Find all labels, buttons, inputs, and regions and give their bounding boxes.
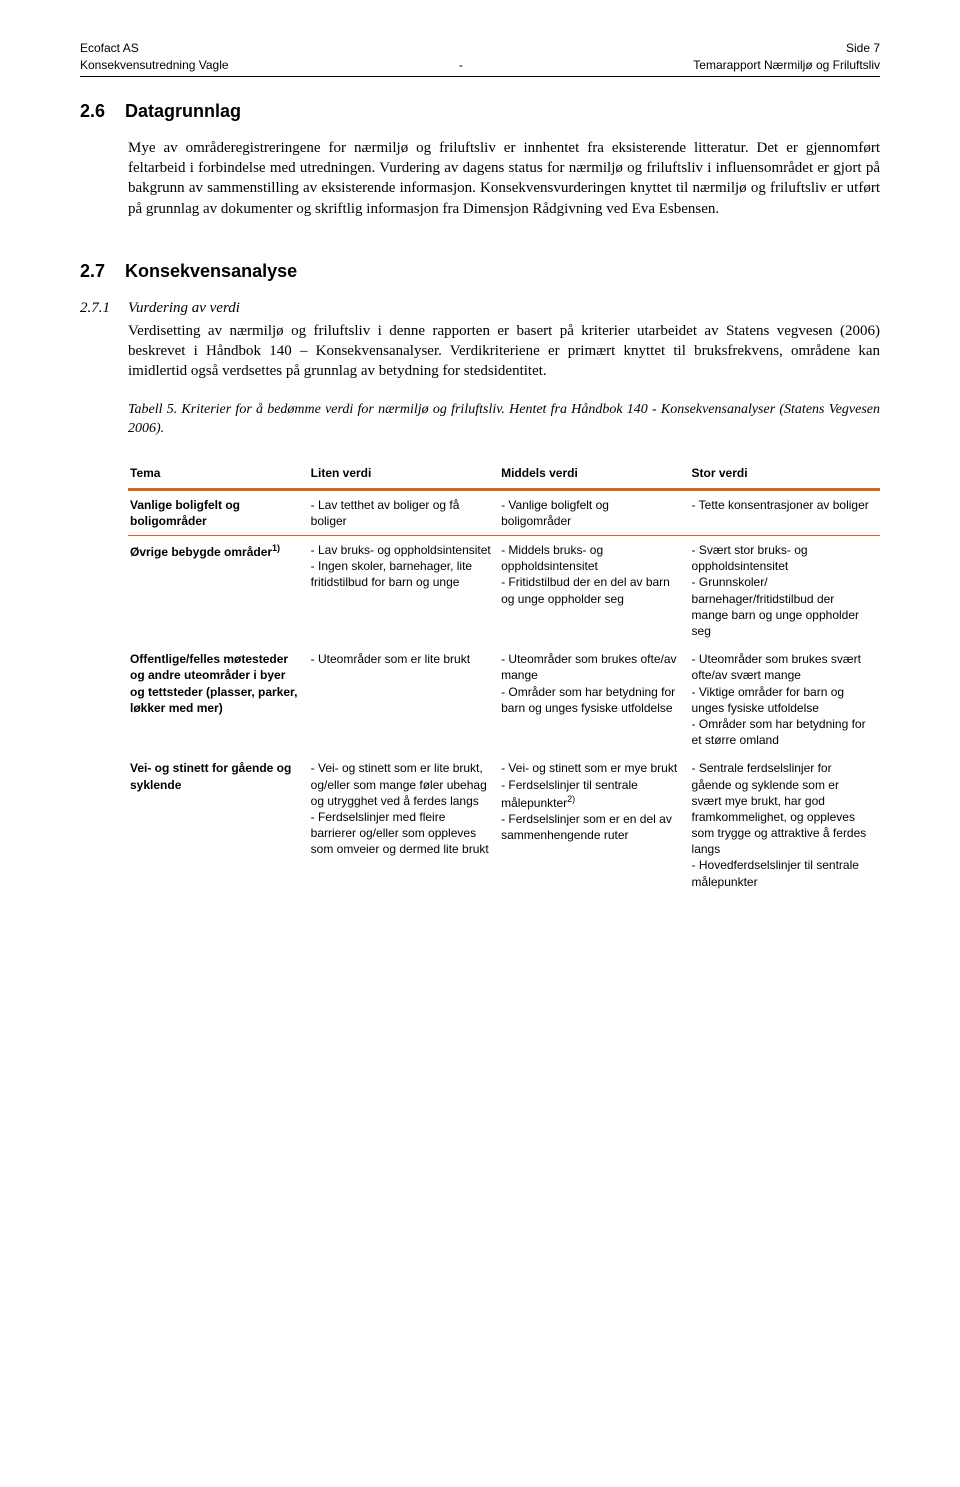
heading-title-2-6: Datagrunnlag <box>125 101 241 121</box>
cell-stor: - Tette konsentrasjoner av boliger <box>690 489 880 535</box>
cell-stor: - Sentrale ferdselslinjer for gående og … <box>690 754 880 896</box>
cell-middels: - Vanlige boligfelt og boligområder <box>499 489 689 535</box>
cell-tema: Offentlige/felles møtesteder og andre ut… <box>128 645 309 754</box>
heading-2-6: 2.6 Datagrunnlag <box>80 99 880 124</box>
header-right-2: Temarapport Nærmiljø og Friluftsliv <box>693 57 880 74</box>
cell-middels: - Vei- og stinett som er mye brukt- Ferd… <box>499 754 689 896</box>
cell-liten: - Uteområder som er lite brukt <box>309 645 499 754</box>
table-caption: Tabell 5. Kriterier for å bedømme verdi … <box>128 400 880 439</box>
cell-tema: Vei- og stinett for gående og syklende <box>128 754 309 896</box>
th-stor: Stor verdi <box>690 459 880 489</box>
page-header: Ecofact AS Side 7 <box>80 40 880 57</box>
sub-title: Vurdering av verdi <box>128 298 880 319</box>
table-row: Vanlige boligfelt og boligområder - Lav … <box>128 489 880 535</box>
subsection-2-7-1: 2.7.1 Vurdering av verdi Verdisetting av… <box>80 298 880 382</box>
cell-tema: Øvrige bebygde områder1) <box>128 536 309 646</box>
sub-num: 2.7.1 <box>80 298 128 382</box>
header-divider <box>80 76 880 77</box>
table-row: Vei- og stinett for gående og syklende -… <box>128 754 880 896</box>
cell-liten: - Lav bruks- og oppholdsintensitet- Inge… <box>309 536 499 646</box>
cell-stor: - Uteområder som brukes svært ofte/av sv… <box>690 645 880 754</box>
cell-tema: Vanlige boligfelt og boligområder <box>128 489 309 535</box>
th-middels: Middels verdi <box>499 459 689 489</box>
cell-stor: - Svært stor bruks- og oppholdsintensite… <box>690 536 880 646</box>
heading-num-2-7: 2.7 <box>80 259 120 284</box>
table-row: Øvrige bebygde områder1) - Lav bruks- og… <box>128 536 880 646</box>
table-header-row: Tema Liten verdi Middels verdi Stor verd… <box>128 459 880 489</box>
sub-body: Verdisetting av nærmiljø og friluftsliv … <box>128 321 880 382</box>
heading-title-2-7: Konsekvensanalyse <box>125 261 297 281</box>
page-subheader: Konsekvensutredning Vagle - Temarapport … <box>80 57 880 74</box>
header-left-1: Ecofact AS <box>80 40 139 57</box>
heading-num-2-6: 2.6 <box>80 99 120 124</box>
criteria-table: Tema Liten verdi Middels verdi Stor verd… <box>128 459 880 896</box>
cell-liten: - Vei- og stinett som er lite brukt, og/… <box>309 754 499 896</box>
th-tema: Tema <box>128 459 309 489</box>
th-liten: Liten verdi <box>309 459 499 489</box>
table-row: Offentlige/felles møtesteder og andre ut… <box>128 645 880 754</box>
header-left-2: Konsekvensutredning Vagle <box>80 57 229 74</box>
header-center: - <box>459 57 463 74</box>
cell-liten: - Lav tetthet av boliger og få boliger <box>309 489 499 535</box>
header-right-1: Side 7 <box>846 40 880 57</box>
cell-middels: - Uteområder som brukes ofte/av mange- O… <box>499 645 689 754</box>
cell-middels: - Middels bruks- og oppholdsintensitet- … <box>499 536 689 646</box>
para-2-6: Mye av områderegistreringene for nærmilj… <box>128 138 880 219</box>
heading-2-7: 2.7 Konsekvensanalyse <box>80 259 880 284</box>
